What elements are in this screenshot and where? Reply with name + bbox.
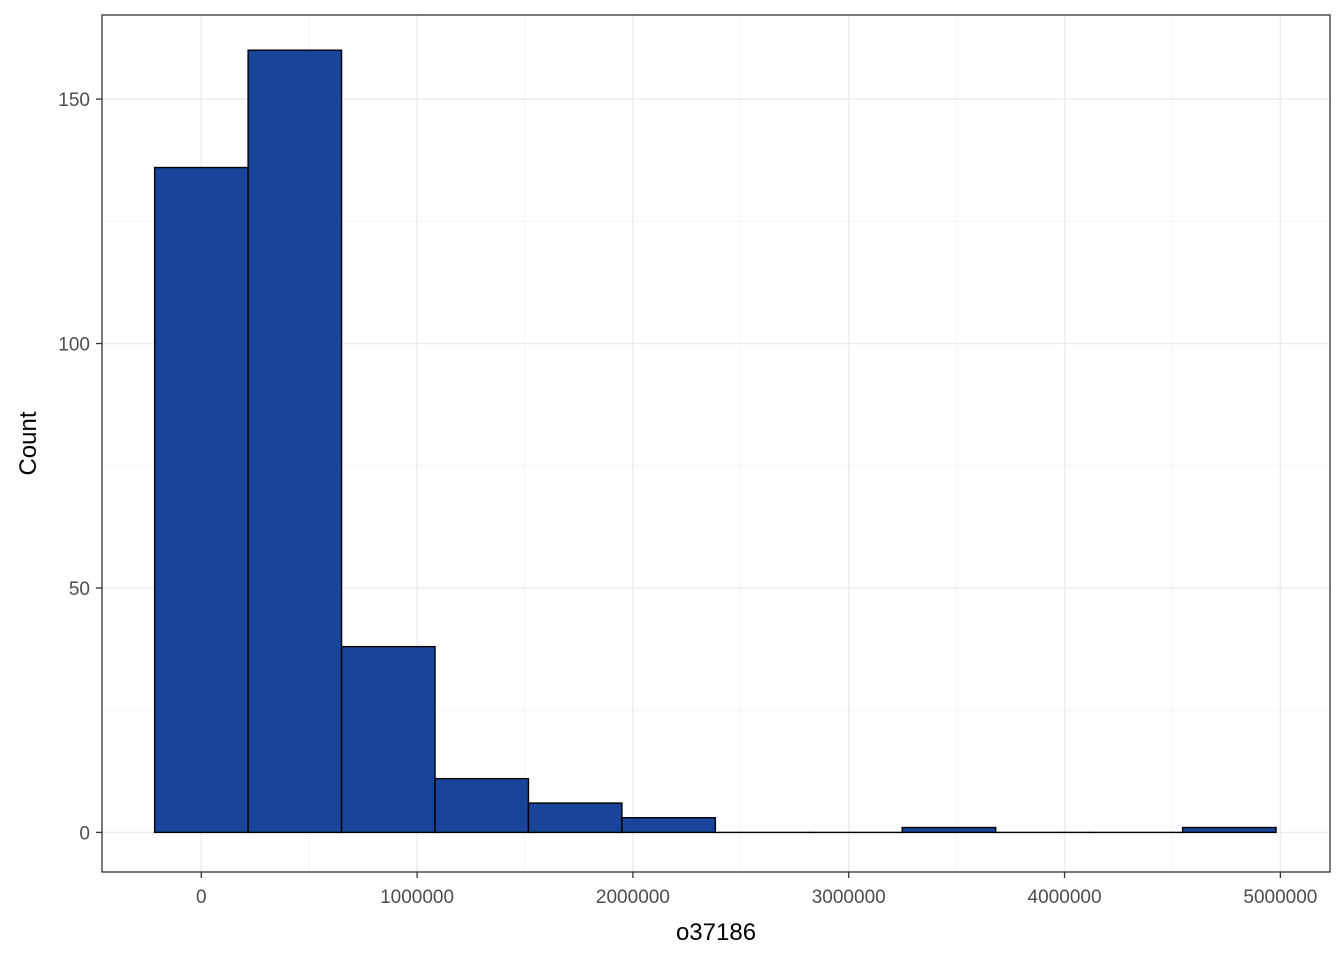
x-tick-label: 5000000 <box>1243 887 1317 908</box>
histogram-bar-5 <box>527 802 623 834</box>
x-tick-label: 4000000 <box>1028 887 1102 908</box>
histogram-bar-1 <box>153 166 249 834</box>
x-axis-title: o37186 <box>676 919 756 946</box>
y-tick-label: 150 <box>58 90 90 111</box>
histogram-bar-3 <box>340 645 436 834</box>
y-tick-label: 50 <box>69 579 90 600</box>
y-axis-title: Count <box>15 411 42 475</box>
x-axis-ticks: 0 1000000 2000000 3000000 4000000 5000000 <box>196 872 1317 908</box>
panel-border <box>101 14 1331 873</box>
y-axis-ticks: 0 50 100 150 <box>58 90 102 844</box>
histogram-bar-12 <box>1181 826 1277 834</box>
histogram-bars <box>153 49 1277 834</box>
histogram-bar-2 <box>247 49 343 834</box>
y-tick-label: 100 <box>58 335 90 356</box>
histogram-bar-9 <box>901 826 997 834</box>
y-tick-label: 0 <box>79 823 90 844</box>
x-tick-label: 0 <box>196 887 207 908</box>
x-tick-label: 3000000 <box>812 887 886 908</box>
histogram-bar-4 <box>434 777 530 834</box>
x-tick-label: 2000000 <box>596 887 670 908</box>
histogram-bar-6 <box>621 817 717 834</box>
x-tick-label: 1000000 <box>380 887 454 908</box>
